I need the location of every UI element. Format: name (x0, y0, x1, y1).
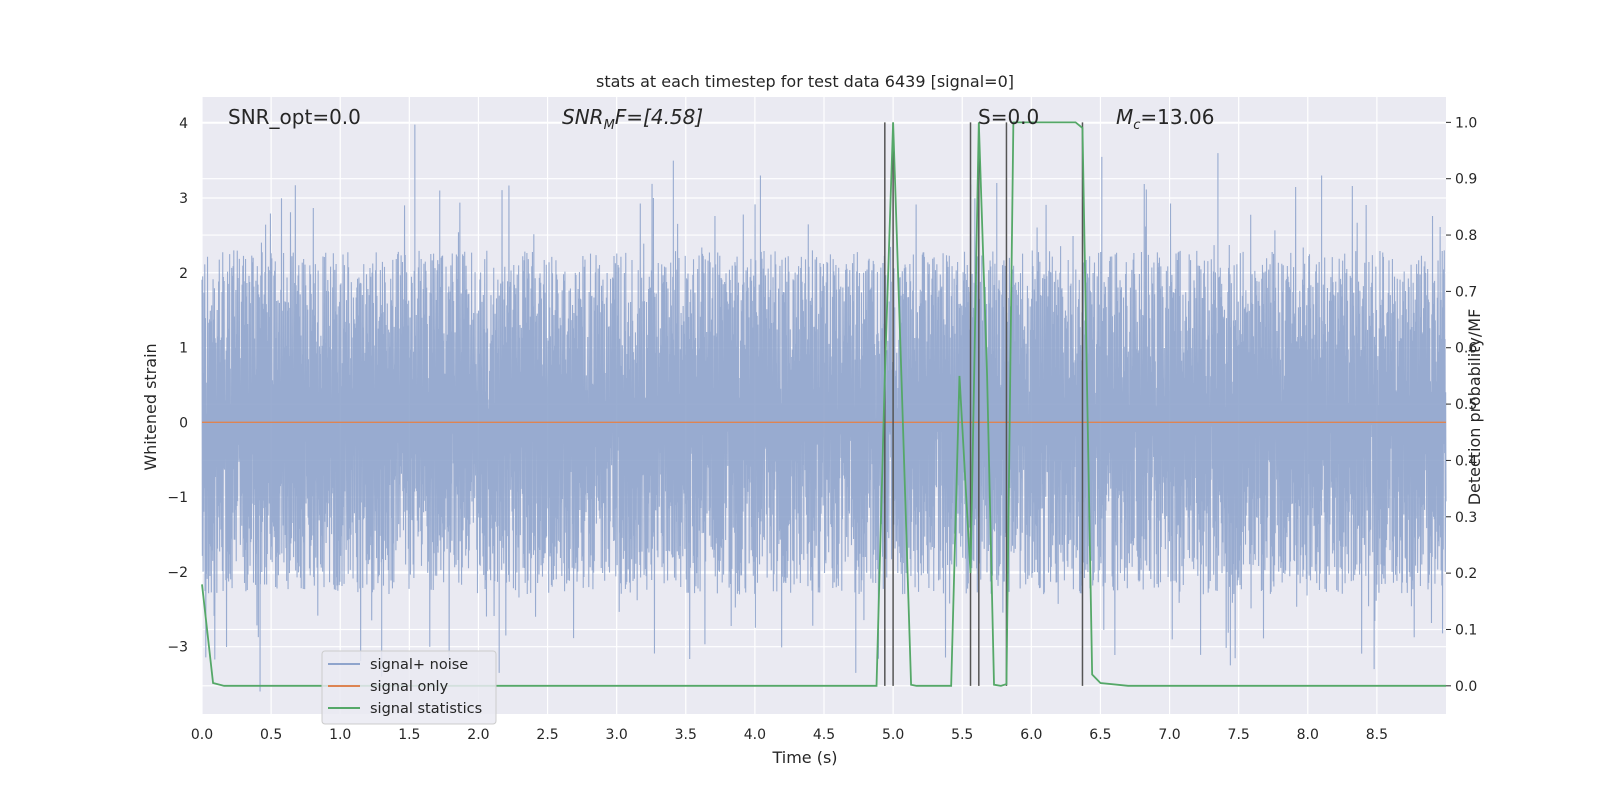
s-annotation: S=0.0 (978, 105, 1039, 129)
y-tick-label-left: 0 (179, 415, 188, 431)
y-tick-label-left: 4 (179, 116, 188, 132)
x-ticks: 0.0 0.5 1.0 1.5 2.0 2.5 3.0 3.5 4.0 4.5 5.0 5.5 6.0 6… (191, 727, 1388, 743)
y-ticks-left: −3 −2 −1 0 1 2 3 4 (167, 116, 188, 656)
mc-rest: =13.06 (1140, 105, 1214, 129)
x-tick-label: 4.0 (744, 727, 766, 743)
x-tick-label: 6.5 (1089, 727, 1111, 743)
y-tick-label-left: −1 (167, 490, 188, 506)
y-tick-label-right: 0.5 (1455, 397, 1477, 413)
y-tick-label-left: 3 (179, 191, 188, 207)
snr-mf-annotation: SNRMF=[4.58] (562, 105, 703, 133)
series-signal-statistics-line (201, 121, 1446, 687)
y-tick-label-right: 0.0 (1455, 679, 1477, 695)
y-tick-label-right: 0.6 (1455, 341, 1477, 357)
y-tick-label-right: 0.4 (1455, 453, 1477, 469)
x-tick-label: 3.0 (606, 727, 628, 743)
x-tick-label: 8.0 (1297, 727, 1319, 743)
x-tick-label: 5.0 (882, 727, 904, 743)
x-tick-label: 5.5 (951, 727, 973, 743)
x-tick-label: 0.0 (191, 727, 213, 743)
x-tick-label: 1.0 (329, 727, 351, 743)
x-tick-label: 3.5 (675, 727, 697, 743)
x-tick-label: 6.0 (1020, 727, 1042, 743)
y-tick-label-right: 1.0 (1455, 115, 1477, 131)
y-tick-label-left: −2 (167, 565, 188, 581)
legend-box (321, 650, 497, 725)
y-axis-label-left: Whitened strain (141, 343, 160, 470)
x-tick-label: 2.0 (467, 727, 489, 743)
y-tick-label-left: −3 (167, 640, 188, 656)
mc-main: M (1116, 105, 1133, 129)
legend-label-noise: signal+ noise (370, 657, 468, 673)
x-tick-label: 0.5 (260, 727, 282, 743)
snr-mf-sub: M (604, 118, 615, 133)
x-tick-label: 7.5 (1228, 727, 1250, 743)
mc-sub: c (1133, 118, 1140, 133)
x-tick-label: 8.5 (1366, 727, 1388, 743)
y-ticks-right: 0.0 0.1 0.2 0.3 0.4 0.5 0.6 0.7 0.8 0.9 1.0 (1446, 115, 1477, 695)
y-tick-label-right: 0.2 (1455, 566, 1477, 582)
snr-opt-annotation: SNR_opt=0.0 (228, 105, 361, 129)
x-axis-label: Time (s) (771, 748, 837, 767)
y-tick-label-left: 2 (179, 266, 188, 282)
x-tick-label: 7.0 (1158, 727, 1180, 743)
y-tick-label-right: 0.9 (1455, 172, 1477, 188)
x-tick-label: 2.5 (536, 727, 558, 743)
y-tick-label-right: 0.3 (1455, 510, 1477, 526)
x-tick-label: 4.5 (813, 727, 835, 743)
chart-title: stats at each timestep for test data 643… (596, 72, 1014, 91)
snr-mf-rest: F=[4.58] (615, 105, 703, 129)
y-axis-label-right: Detection probability/MF (1465, 309, 1484, 506)
y-tick-label-right: 0.7 (1455, 284, 1477, 300)
legend-label-signal: signal only (370, 679, 449, 695)
legend-label-stats: signal statistics (370, 701, 482, 717)
x-tick-label: 1.5 (398, 727, 420, 743)
y-tick-label-left: 1 (179, 341, 188, 357)
legend: signal+ noise signal only signal statist… (321, 650, 497, 725)
y-tick-label-right: 0.8 (1455, 228, 1477, 244)
mc-annotation: Mc=13.06 (1116, 105, 1214, 133)
y-tick-label-right: 0.1 (1455, 622, 1477, 638)
snr-mf-main: SNR (562, 105, 604, 129)
